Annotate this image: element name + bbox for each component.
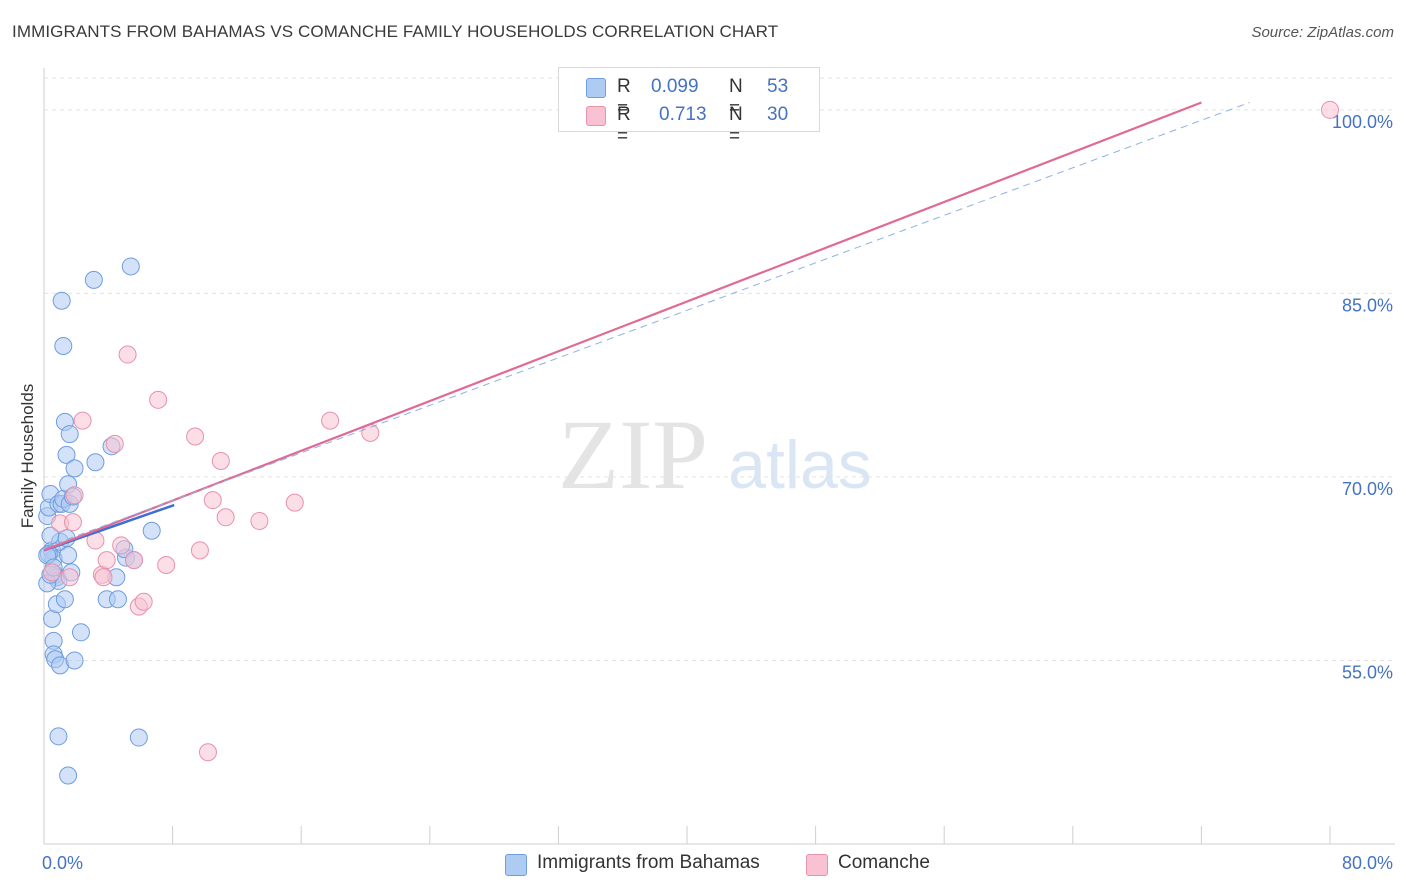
comanche-point — [285, 493, 304, 512]
n-label: N = — [729, 104, 743, 147]
comanche-point — [321, 411, 340, 430]
x-tick-label: 80.0% — [1342, 853, 1393, 873]
r-label: R = — [617, 76, 631, 119]
trend-line-dashed — [43, 102, 1250, 549]
comanche-legend-swatch — [806, 854, 828, 876]
bahamas-point — [84, 270, 103, 289]
bahamas-legend-swatch — [505, 854, 527, 876]
bahamas-point — [54, 336, 73, 355]
axes — [43, 68, 1395, 845]
comanche-point — [198, 743, 217, 762]
watermark-atlas: atlas — [728, 427, 872, 503]
comanche-point — [211, 452, 230, 470]
bahamas-swatch — [586, 78, 606, 98]
r-label: R = — [617, 104, 631, 147]
watermark-zip: ZIP — [558, 399, 708, 510]
data-points — [38, 100, 1339, 785]
comanche-point — [112, 536, 131, 555]
bahamas-point — [121, 257, 140, 276]
bahamas-point — [49, 727, 68, 746]
bahamas-point — [60, 425, 79, 444]
comanche-point — [73, 411, 92, 430]
bahamas-point — [57, 445, 76, 464]
bahamas-point — [86, 453, 105, 472]
y-tick-label: 55.0% — [1342, 662, 1393, 682]
y-axis-label: Family Households — [18, 383, 37, 529]
comanche-point — [157, 556, 176, 575]
comanche-point — [203, 491, 222, 510]
comanche-point — [216, 508, 235, 527]
y-tick-label: 85.0% — [1342, 295, 1393, 315]
bahamas-point — [55, 590, 74, 609]
comanche-point — [94, 568, 113, 587]
comanche-point — [125, 551, 144, 570]
comanche-point — [97, 551, 116, 570]
bahamas-point — [59, 546, 78, 565]
comanche-point — [60, 568, 79, 587]
n-label: N = — [729, 76, 743, 119]
watermark: ZIP atlas — [558, 399, 872, 510]
comanche-point — [65, 486, 84, 505]
comanche-point — [190, 541, 209, 560]
y-tick-label: 100.0% — [1332, 112, 1393, 132]
legend-label-bahamas: Immigrants from Bahamas — [537, 852, 760, 873]
chart-title: IMMIGRANTS FROM BAHAMAS VS COMANCHE FAMI… — [12, 22, 779, 41]
comanche-point — [149, 390, 168, 409]
y-tick-label: 70.0% — [1342, 479, 1393, 499]
comanche-point — [118, 345, 137, 364]
n-value: 30 — [767, 104, 789, 125]
bahamas-point — [65, 459, 84, 478]
comanche-point — [43, 563, 62, 582]
bahamas-point — [108, 590, 127, 609]
tick-labels: 55.0% 70.0% 85.0% 100.0% 0.0% 80.0% — [42, 112, 1393, 873]
legend-label-comanche: Comanche — [838, 852, 930, 873]
trend-lines — [43, 101, 1250, 552]
comanche-swatch — [586, 106, 606, 126]
bahamas-point — [52, 291, 71, 310]
chart-source: Source: ZipAtlas.com — [1251, 24, 1394, 41]
bahamas-point — [65, 651, 84, 670]
series-legend: Immigrants from Bahamas Comanche — [0, 852, 1406, 876]
x-tick-label: 0.0% — [42, 853, 83, 873]
grid — [44, 77, 1395, 661]
bahamas-point — [142, 521, 161, 540]
bahamas-point — [59, 766, 78, 785]
r-value: 0.713 — [659, 104, 707, 125]
comanche-point — [105, 434, 124, 453]
comanche-point — [134, 592, 153, 611]
r-value: 0.099 — [651, 76, 699, 97]
trend-line-comanche — [43, 101, 1202, 552]
bahamas-point — [129, 728, 148, 747]
comanche-point — [250, 511, 269, 530]
bahamas-point — [71, 623, 90, 642]
comanche-point — [1321, 100, 1339, 119]
n-value: 53 — [767, 76, 789, 97]
stats-legend: R = 0.099 N = 53 R = 0.713 N = 30 — [558, 67, 820, 147]
comanche-point — [186, 427, 205, 446]
comanche-point — [63, 513, 82, 532]
